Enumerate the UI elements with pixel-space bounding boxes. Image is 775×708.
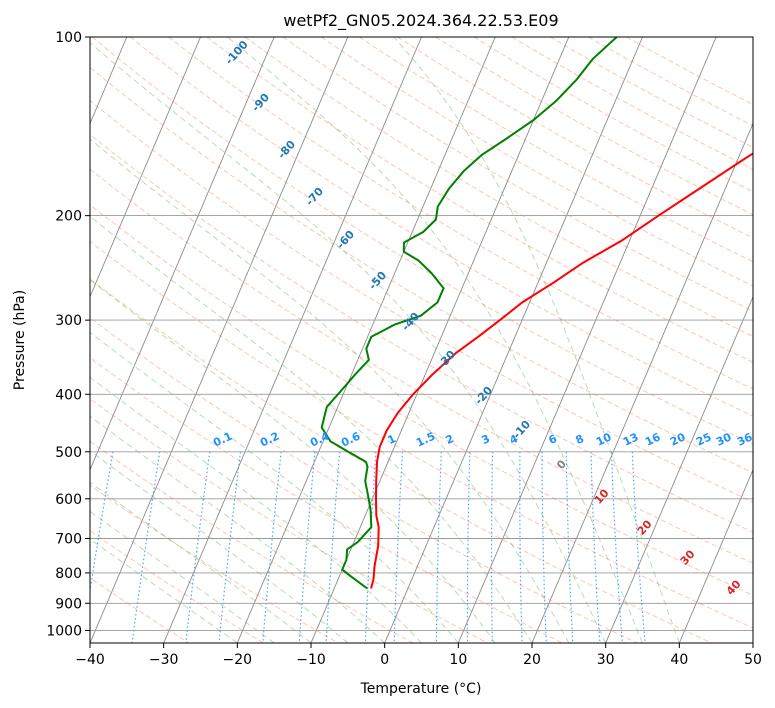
isotherm [384, 37, 643, 643]
mixing-ratio-line [131, 451, 161, 643]
moist-adiabat [90, 481, 312, 643]
dry-adiabat [90, 398, 488, 643]
isotherm [605, 295, 753, 643]
isotherm [90, 37, 349, 643]
x-tick-label: 40 [670, 652, 688, 668]
moist-adiabat [90, 538, 238, 643]
mixing-ratio-line [519, 451, 523, 643]
x-tick-label: 0 [380, 652, 389, 668]
dry-adiabat [90, 440, 414, 643]
y-tick-label: 600 [55, 492, 82, 508]
y-tick-label: 500 [55, 445, 82, 461]
dry-adiabat [90, 204, 753, 596]
dry-adiabat [244, 37, 753, 337]
isotherm [531, 122, 753, 643]
mixing-ratio-line [218, 451, 242, 643]
mixing-ratio-line [262, 451, 282, 643]
series-layer [320, 37, 753, 590]
moist-adiabat [90, 415, 386, 643]
dry-adiabat [90, 278, 712, 643]
plot-frame [89, 36, 754, 644]
mixing-ratio-label: 25 [694, 430, 713, 448]
isotherm [457, 37, 717, 643]
moist-adiabat [90, 42, 607, 643]
x-tick-label: 20 [523, 652, 541, 668]
y-tick-label: 300 [55, 313, 82, 329]
moist-adiabat [90, 510, 275, 643]
x-tick-label: 30 [597, 652, 615, 668]
dry-adiabat [130, 37, 753, 417]
moist-adiabat [90, 215, 533, 643]
mixing-ratio-line [565, 451, 574, 643]
dry-adiabat [90, 530, 264, 643]
isotherm [236, 37, 496, 643]
dry-adiabat [91, 37, 753, 445]
dry-adiabat [397, 37, 753, 239]
moist-adiabat [90, 331, 459, 643]
grid [90, 37, 753, 643]
x-tick-label: −40 [75, 652, 105, 668]
y-axis: 100 200 300 400 500 600 700 800 900 1000 [46, 30, 90, 639]
mixing-ratio-label: 10 [594, 430, 614, 448]
isotherm [678, 468, 753, 643]
dry-adiabat [90, 168, 753, 564]
x-tick-label: −20 [223, 652, 253, 668]
dry-adiabat [320, 37, 753, 287]
mixing-ratio-line [610, 451, 623, 643]
y-tick-label: 100 [55, 30, 82, 46]
mixing-ratio-line [590, 451, 601, 643]
dry-adiabat [90, 317, 638, 643]
x-tick-label: 10 [449, 652, 467, 668]
mixing-ratio-line [541, 451, 547, 643]
mixing-ratio-line [393, 451, 404, 643]
chart-title: wetPf2_GN05.2024.364.22.53.E09 [283, 11, 558, 31]
x-tick-label: −10 [296, 652, 326, 668]
mixing-ratio-label: 13 [621, 430, 640, 448]
mixing-ratio-line [325, 451, 341, 643]
moist-adiabat [393, 37, 680, 643]
dry-adiabat [168, 37, 753, 390]
y-tick-label: 400 [55, 387, 82, 403]
dry-adiabat [90, 133, 753, 533]
dry-adiabat [549, 37, 753, 148]
y-tick-label: 1000 [46, 623, 82, 639]
mixing-ratio-label: 20 [668, 430, 688, 448]
dry-adiabat [90, 66, 753, 474]
y-tick-label: 800 [55, 566, 82, 582]
isotherm [90, 37, 275, 471]
x-tick-label: 50 [744, 652, 762, 668]
background-lines [90, 37, 753, 643]
isotherm [163, 37, 422, 643]
x-axis-title: Temperature (°C) [360, 681, 482, 697]
mixing-ratio-label: 30 [714, 430, 734, 448]
x-axis: −40 −30 −20 −10 0 10 20 30 40 50 [75, 643, 762, 668]
dry-adiabat [90, 240, 753, 629]
moist-adiabat [227, 37, 643, 643]
mixing-ratio-label: 36 [735, 430, 755, 448]
mixing-ratio-line [466, 451, 471, 643]
moist-adiabat [90, 138, 570, 643]
moist-adiabat [90, 279, 496, 643]
isotherm [310, 37, 570, 643]
dry-adiabat [473, 37, 753, 193]
x-tick-label: −30 [149, 652, 179, 668]
isotherm [90, 37, 201, 298]
mixing-ratio-line [364, 451, 377, 643]
temperature-profile [370, 152, 753, 589]
y-tick-label: 200 [55, 209, 82, 225]
mixing-ratio-line [185, 451, 211, 643]
mixing-ratio-line [435, 451, 442, 643]
y-tick-label: 700 [55, 532, 82, 548]
y-tick-label: 900 [55, 596, 82, 612]
mixing-ratio-label: 16 [643, 430, 663, 448]
dry-adiabat [206, 37, 753, 363]
mixing-ratio-line [298, 451, 316, 643]
y-axis-title: Pressure (hPa) [12, 290, 28, 390]
dewpoint-profile [320, 37, 618, 590]
